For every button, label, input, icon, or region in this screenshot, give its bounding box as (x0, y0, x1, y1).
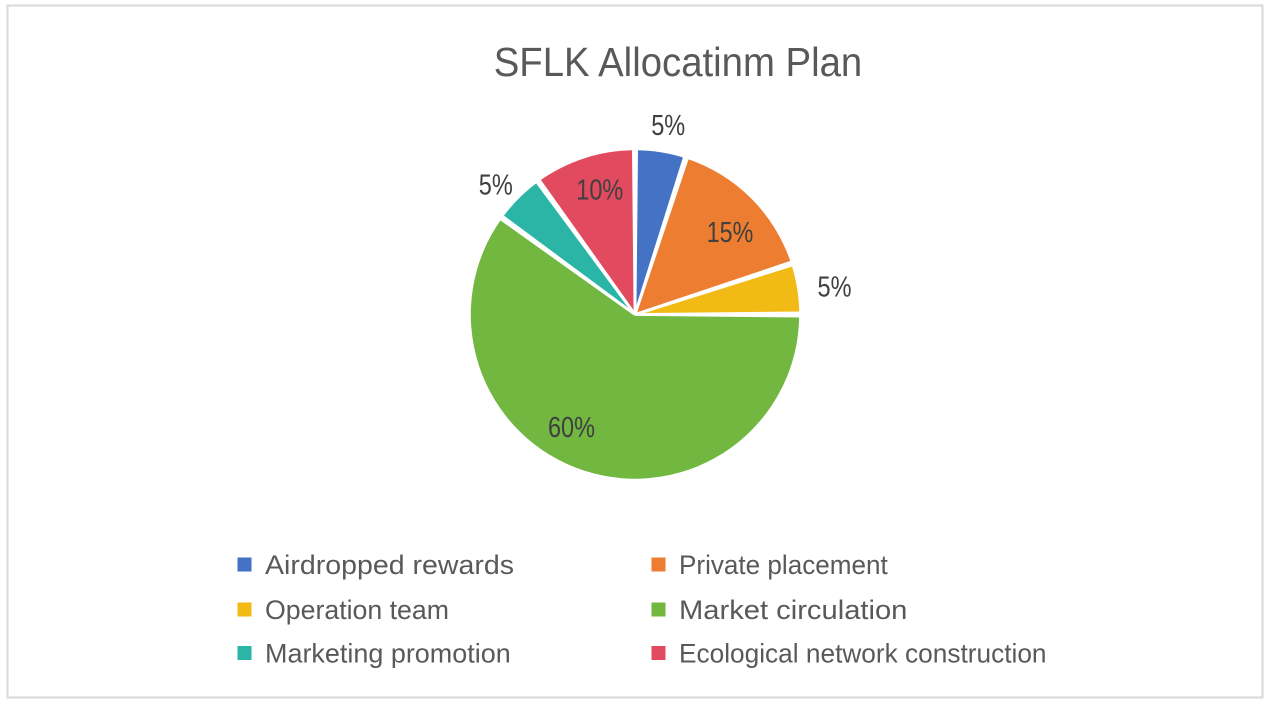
svg-text:Operation team: Operation team (265, 595, 449, 625)
svg-text:5%: 5% (651, 110, 685, 142)
svg-text:Private placement: Private placement (679, 550, 888, 580)
svg-text:SFLK Allocatinm Plan: SFLK Allocatinm Plan (494, 39, 863, 85)
svg-text:5%: 5% (818, 272, 852, 304)
svg-text:Marketing promotion: Marketing promotion (265, 639, 511, 669)
svg-text:Ecological network constructio: Ecological network construction (679, 639, 1047, 669)
svg-text:60%: 60% (548, 412, 595, 444)
svg-text:Airdropped rewards: Airdropped rewards (265, 550, 514, 580)
svg-text:15%: 15% (707, 217, 754, 249)
svg-text:5%: 5% (479, 170, 513, 202)
svg-text:10%: 10% (576, 175, 623, 207)
svg-text:Market circulation: Market circulation (679, 595, 907, 625)
